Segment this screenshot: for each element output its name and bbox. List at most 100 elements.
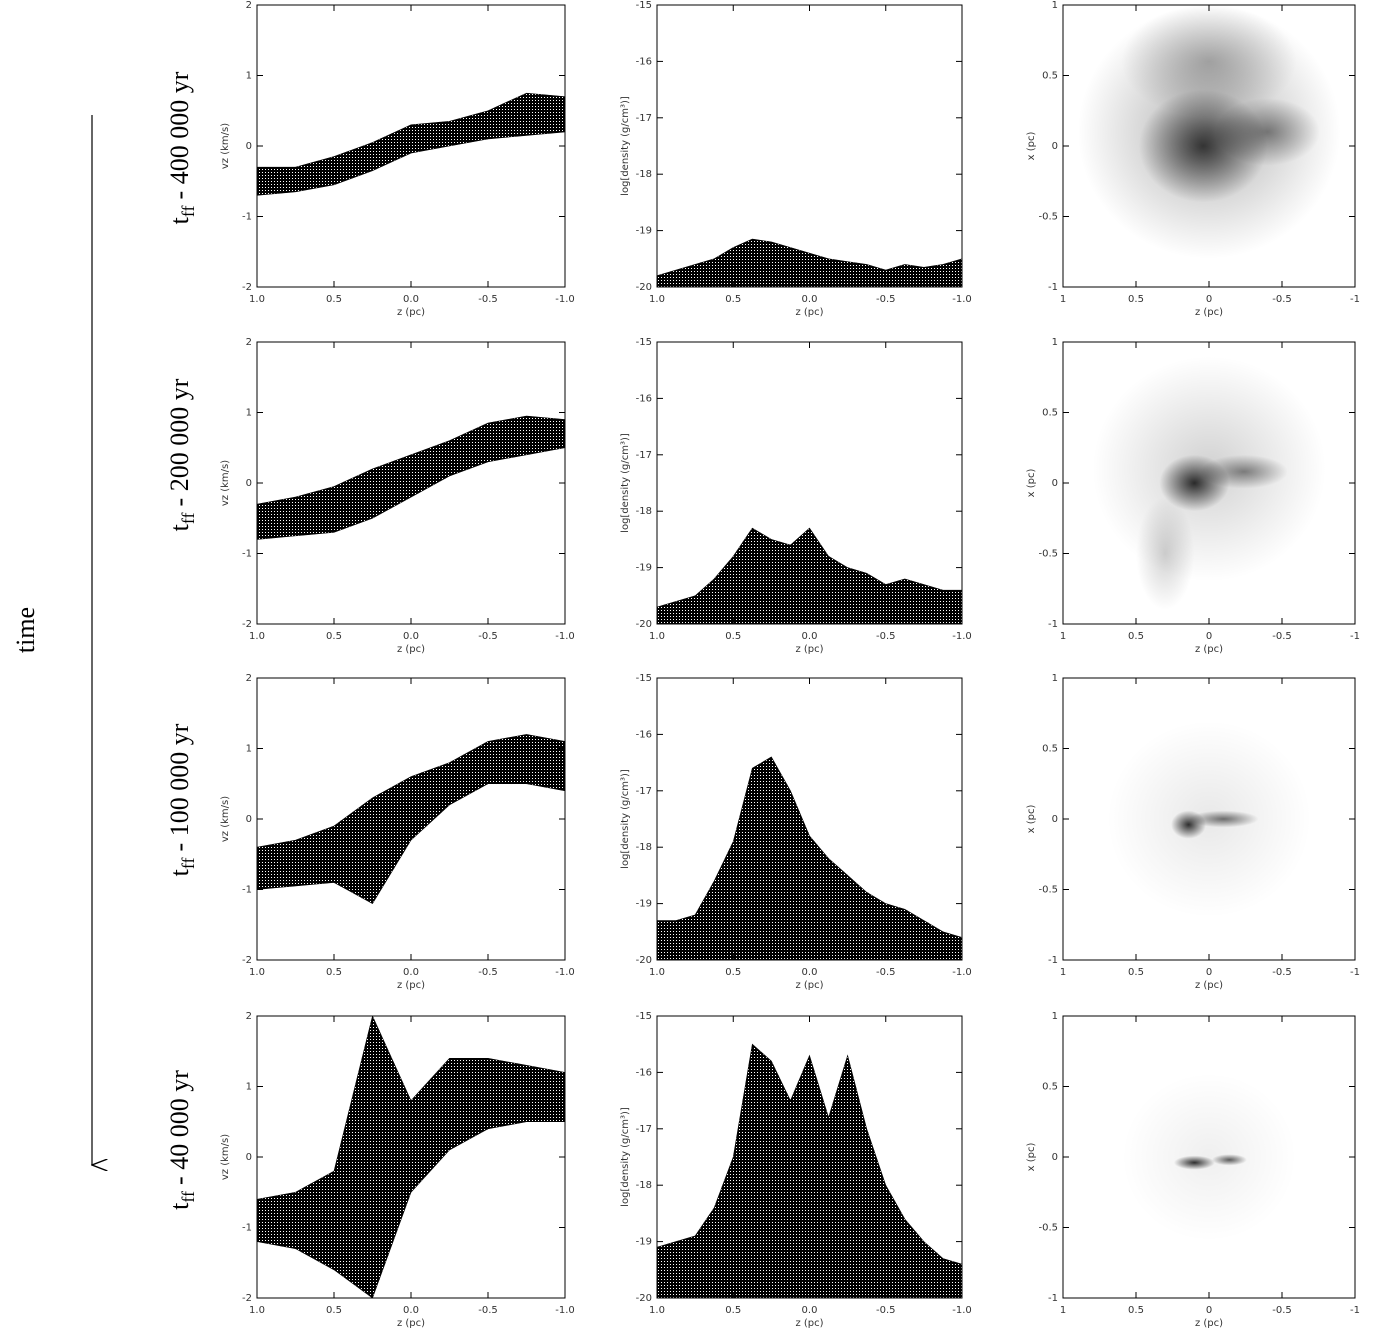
x-axis-label: z (pc) bbox=[795, 307, 823, 318]
plot-area bbox=[1063, 1016, 1355, 1298]
scatter-band bbox=[257, 415, 565, 540]
x-tick-label: 0.5 bbox=[1128, 294, 1144, 305]
y-axis-label: log[density (g/cm³)] bbox=[620, 769, 631, 869]
x-tick-label: 0.5 bbox=[1128, 631, 1144, 642]
y-axis-label: x (pc) bbox=[1026, 805, 1037, 834]
y-tick-label: -0.5 bbox=[1038, 1223, 1058, 1234]
x-tick-label: 1.0 bbox=[249, 294, 265, 305]
y-axis-label: vz (km/s) bbox=[220, 123, 231, 169]
y-tick-label: -20 bbox=[636, 619, 652, 630]
x-axis-label: z (pc) bbox=[1195, 1318, 1223, 1329]
x-tick-label: -1.0 bbox=[555, 294, 575, 305]
y-tick-label: 1 bbox=[1052, 673, 1058, 684]
y-tick-label: -18 bbox=[636, 169, 652, 180]
map-structure bbox=[1121, 5, 1297, 118]
y-tick-label: 0 bbox=[246, 1152, 252, 1163]
y-tick-label: -2 bbox=[242, 1293, 252, 1304]
row-label: tff - 100 000 yr bbox=[165, 723, 198, 876]
row-label-text: - 200 000 yr bbox=[165, 378, 194, 506]
y-tick-label: 1 bbox=[1052, 0, 1058, 11]
plot-area bbox=[1063, 678, 1355, 960]
x-tick-label: -0.5 bbox=[876, 631, 896, 642]
x-tick-label: 0.0 bbox=[802, 631, 818, 642]
x-axis-label: z (pc) bbox=[795, 644, 823, 655]
y-tick-label: 1 bbox=[246, 71, 252, 82]
y-tick-label: -20 bbox=[636, 282, 652, 293]
scatter-band bbox=[257, 1016, 565, 1298]
map-structure bbox=[1136, 497, 1195, 610]
y-tick-label: 0 bbox=[246, 141, 252, 152]
x-tick-label: 0.0 bbox=[802, 967, 818, 978]
x-tick-label: -0.5 bbox=[876, 967, 896, 978]
y-tick-label: -18 bbox=[636, 842, 652, 853]
x-tick-label: 0 bbox=[1206, 1305, 1212, 1316]
x-tick-label: 1.0 bbox=[249, 967, 265, 978]
y-tick-label: -1 bbox=[1048, 955, 1058, 966]
y-axis-label: log[density (g/cm³)] bbox=[620, 96, 631, 196]
x-tick-label: 0.0 bbox=[403, 631, 419, 642]
plot-area bbox=[257, 92, 565, 196]
row-label-subscript: ff bbox=[178, 205, 198, 217]
x-tick-label: -1 bbox=[1350, 967, 1360, 978]
x-axis-label: z (pc) bbox=[397, 307, 425, 318]
x-tick-label: -0.5 bbox=[1272, 294, 1292, 305]
x-axis-label: z (pc) bbox=[795, 980, 823, 991]
row-label: tff - 200 000 yr bbox=[165, 378, 198, 531]
row-label-subscript: ff bbox=[178, 857, 198, 869]
density-profile bbox=[657, 238, 962, 287]
plot-area bbox=[657, 756, 962, 960]
y-tick-label: -1 bbox=[242, 212, 252, 223]
x-tick-label: 0 bbox=[1206, 967, 1212, 978]
x-tick-label: 0.0 bbox=[802, 1305, 818, 1316]
density-profile bbox=[657, 527, 962, 624]
x-tick-label: -1.0 bbox=[952, 967, 972, 978]
x-tick-label: 0.0 bbox=[802, 294, 818, 305]
x-tick-label: 1.0 bbox=[249, 1305, 265, 1316]
x-tick-label: 1.0 bbox=[649, 294, 665, 305]
row-label: tff - 400 000 yr bbox=[165, 71, 198, 224]
x-tick-label: -0.5 bbox=[478, 967, 498, 978]
y-tick-label: 2 bbox=[246, 0, 252, 11]
y-tick-label: 0 bbox=[246, 478, 252, 489]
y-tick-label: -1 bbox=[242, 549, 252, 560]
y-tick-label: -0.5 bbox=[1038, 549, 1058, 560]
plot-area bbox=[657, 238, 962, 287]
x-tick-label: 0 bbox=[1206, 294, 1212, 305]
x-tick-label: -0.5 bbox=[1272, 631, 1292, 642]
x-tick-label: -1 bbox=[1350, 294, 1360, 305]
map-structure bbox=[1188, 810, 1259, 828]
row-label-text: - 100 000 yr bbox=[165, 723, 194, 851]
x-tick-label: 1 bbox=[1060, 631, 1066, 642]
y-tick-label: -2 bbox=[242, 282, 252, 293]
y-tick-label: -1 bbox=[242, 885, 252, 896]
x-tick-label: -0.5 bbox=[1272, 967, 1292, 978]
map-structure bbox=[1211, 1154, 1247, 1166]
x-tick-label: 1 bbox=[1060, 1305, 1066, 1316]
y-axis-label: x (pc) bbox=[1026, 132, 1037, 161]
x-tick-label: -0.5 bbox=[478, 1305, 498, 1316]
y-tick-label: 0.5 bbox=[1042, 1082, 1058, 1093]
y-tick-label: -19 bbox=[636, 226, 652, 237]
x-tick-label: -0.5 bbox=[478, 294, 498, 305]
x-tick-label: -1.0 bbox=[952, 294, 972, 305]
x-tick-label: 0 bbox=[1206, 631, 1212, 642]
x-tick-label: 0.5 bbox=[326, 1305, 342, 1316]
density-profile bbox=[657, 756, 962, 960]
y-tick-label: -2 bbox=[242, 619, 252, 630]
y-axis-label: log[density (g/cm³)] bbox=[620, 433, 631, 533]
row-label-subscript: ff bbox=[178, 1191, 198, 1203]
plot-area bbox=[1063, 342, 1355, 624]
y-tick-label: -15 bbox=[636, 337, 652, 348]
y-tick-label: -17 bbox=[636, 786, 652, 797]
y-axis-label: x (pc) bbox=[1026, 1143, 1037, 1172]
x-tick-label: 0.5 bbox=[326, 631, 342, 642]
y-tick-label: -15 bbox=[636, 673, 652, 684]
x-tick-label: 0.5 bbox=[725, 631, 741, 642]
x-axis-label: z (pc) bbox=[795, 1318, 823, 1329]
plot-area bbox=[657, 1043, 962, 1298]
y-tick-label: 1 bbox=[1052, 1011, 1058, 1022]
x-axis-label: z (pc) bbox=[397, 1318, 425, 1329]
x-tick-label: 0.0 bbox=[403, 1305, 419, 1316]
map-structure bbox=[1200, 454, 1288, 489]
x-tick-label: -1.0 bbox=[555, 967, 575, 978]
